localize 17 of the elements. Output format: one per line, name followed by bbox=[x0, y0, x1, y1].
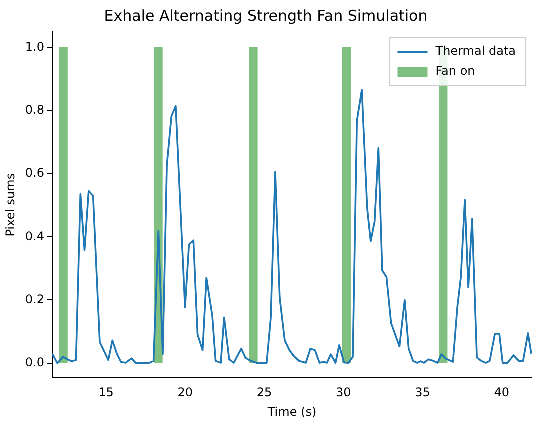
x-tick-label: 35 bbox=[415, 386, 430, 400]
x-tick-label: 25 bbox=[256, 386, 272, 400]
y-tick-label: 0.0 bbox=[25, 355, 44, 370]
y-tick-label: 0.2 bbox=[25, 292, 44, 306]
x-tick-label: 40 bbox=[494, 386, 510, 400]
x-tick-label: 30 bbox=[336, 386, 352, 400]
legend-label: Fan on bbox=[436, 64, 476, 78]
y-axis-title: Pixel sums bbox=[3, 173, 18, 237]
y-tick-label: 1.0 bbox=[25, 40, 44, 54]
chart-title: Exhale Alternating Strength Fan Simulation bbox=[104, 6, 428, 25]
x-tick-label: 15 bbox=[98, 386, 114, 400]
x-axis-title: Time (s) bbox=[266, 404, 317, 419]
x-tick-label: 20 bbox=[178, 386, 194, 400]
legend-label: Thermal data bbox=[434, 44, 516, 58]
y-tick-label: 0.6 bbox=[25, 166, 44, 180]
y-tick-label: 0.4 bbox=[25, 229, 44, 244]
y-tick-label: 0.8 bbox=[25, 103, 44, 118]
